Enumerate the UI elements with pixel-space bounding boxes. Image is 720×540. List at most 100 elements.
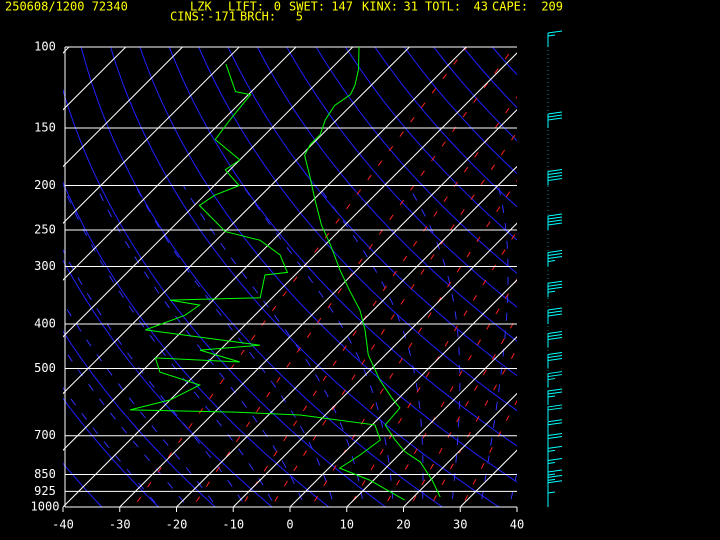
- barb-feather: [547, 336, 563, 340]
- barb-feather: [547, 255, 563, 259]
- wind-barb: [547, 474, 563, 492]
- barb-feather: [547, 458, 563, 462]
- sounding-trace: [129, 64, 405, 501]
- index-label: CAPE:: [492, 0, 528, 14]
- barb-feather: [547, 358, 563, 362]
- barb-feather: [547, 283, 563, 287]
- moist-adiabat: [242, 185, 394, 507]
- barb-half: [547, 449, 556, 452]
- moist-adiabat: [63, 301, 218, 507]
- barb-feather: [547, 333, 563, 337]
- wind-barb: [547, 388, 563, 405]
- barb-half: [547, 259, 556, 262]
- dry-adiabat: [551, 47, 720, 517]
- wind-barb: [547, 469, 563, 486]
- y-tick-label: 850: [34, 467, 56, 481]
- dry-adiabat: [462, 47, 517, 109]
- barb-feather: [547, 219, 563, 223]
- moist-adiabat: [95, 185, 306, 507]
- y-tick-label: 400: [34, 316, 56, 330]
- barb-feather: [547, 249, 563, 253]
- x-tick-label: -20: [166, 518, 188, 532]
- wind-barb: [547, 30, 563, 47]
- barb-feather: [547, 222, 563, 226]
- barb-feather: [547, 174, 563, 178]
- barb-feather: [547, 355, 563, 359]
- index-label: CINS:: [170, 10, 206, 24]
- dry-adiabat: [63, 88, 387, 507]
- barb-feather: [547, 433, 563, 437]
- wind-barb: [547, 480, 563, 497]
- wind-barb: [547, 433, 563, 450]
- dry-adiabat: [227, 47, 517, 377]
- isotherm: [346, 336, 517, 507]
- background-lines: [0, 47, 720, 517]
- barb-feather: [547, 286, 563, 290]
- dry-adiabat: [491, 47, 517, 76]
- x-tick-label: -10: [222, 518, 244, 532]
- barb-half: [547, 473, 556, 476]
- isotherm: [63, 47, 297, 281]
- dry-adiabat: [315, 47, 517, 275]
- x-tick-label: -30: [109, 518, 131, 532]
- barb-feather: [547, 422, 563, 426]
- dry-adiabat: [63, 259, 273, 507]
- barb-feather: [547, 280, 563, 284]
- dry-adiabat: [581, 47, 720, 517]
- y-tick-label: 150: [34, 121, 56, 135]
- isotherm: [0, 47, 12, 507]
- wind-barb: [547, 419, 563, 436]
- barb-feather: [547, 313, 563, 317]
- barb-feather: [547, 117, 563, 121]
- index-label: BRCH:: [240, 10, 276, 24]
- barb-feather: [547, 213, 563, 217]
- barb-feather: [547, 171, 563, 175]
- isotherm: [459, 449, 517, 507]
- isotherm: [63, 47, 410, 395]
- isotherm: [289, 279, 517, 507]
- dry-adiabat: [63, 330, 217, 507]
- mixing-ratio-line: [310, 179, 517, 507]
- index-value: 5: [296, 10, 303, 24]
- mixing-ratio-line: [461, 399, 517, 507]
- dry-adiabat: [374, 47, 517, 208]
- moist-adiabat: [63, 387, 160, 507]
- mixing-ratio-line: [383, 278, 517, 507]
- barb-feather: [547, 30, 563, 34]
- barb-half: [547, 491, 556, 494]
- barb-feather: [547, 352, 563, 356]
- dry-adiabat: [63, 397, 160, 507]
- barb-half: [547, 34, 556, 37]
- barb-half: [547, 378, 556, 381]
- dry-adiabat: [522, 47, 720, 517]
- dry-adiabat: [110, 47, 501, 507]
- barb-half: [547, 395, 556, 398]
- wind-barb: [547, 445, 563, 463]
- moist-adiabat: [479, 185, 509, 507]
- dry-adiabat: [433, 47, 517, 142]
- dry-adiabat: [286, 47, 517, 308]
- index-value: -171: [207, 10, 236, 24]
- barb-feather: [547, 114, 563, 118]
- dry-adiabat: [168, 47, 517, 447]
- mixing-ratio-line: [349, 229, 517, 507]
- isotherm: [403, 392, 517, 507]
- station-time: 250608/1200 72340: [5, 0, 128, 14]
- index-label: LIFT:: [228, 0, 264, 14]
- wind-barb: [547, 168, 563, 186]
- isotherm: [176, 165, 517, 507]
- x-tick-label: -40: [52, 518, 74, 532]
- dry-adiabat: [80, 47, 444, 507]
- x-tick-label: 40: [510, 518, 524, 532]
- barb-feather: [547, 474, 563, 478]
- barb-feather: [547, 469, 563, 473]
- isotherm: [63, 47, 127, 111]
- barb-half: [547, 462, 556, 465]
- index-value: 147: [331, 0, 353, 14]
- y-tick-label: 1000: [31, 500, 60, 514]
- isotherm: [63, 47, 354, 338]
- wind-barb: [547, 280, 563, 298]
- barb-half: [547, 290, 556, 293]
- wind-barb: [547, 371, 563, 388]
- x-tick-label: 30: [453, 518, 467, 532]
